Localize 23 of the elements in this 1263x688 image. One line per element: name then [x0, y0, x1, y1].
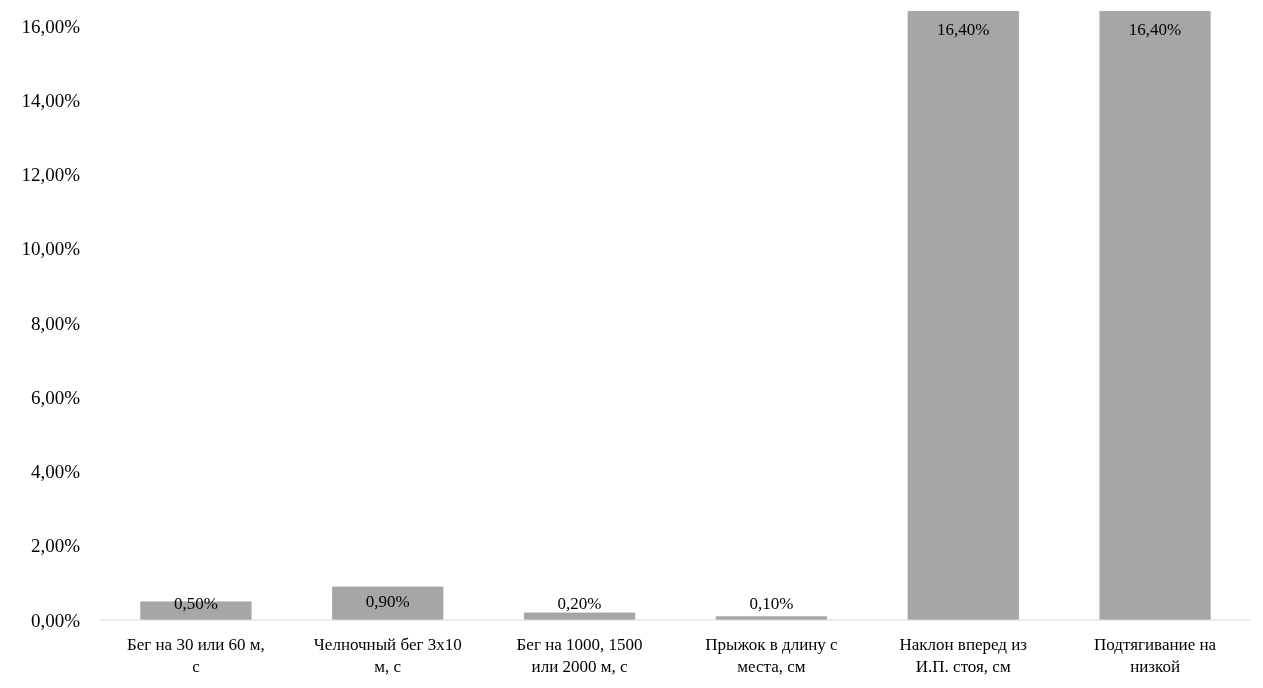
- y-tick-label: 2,00%: [30, 535, 81, 557]
- data-label: 0,10%: [749, 594, 794, 613]
- y-tick-label: 12,00%: [21, 164, 81, 186]
- data-label: 0,20%: [557, 594, 602, 613]
- x-tick-label: Бег на 1000, 1500 или 2000 м, с: [516, 635, 643, 676]
- y-tick-label: 0,00%: [30, 609, 81, 631]
- x-tick-label: Наклон вперед из И.П. стоя, см: [899, 635, 1028, 676]
- y-tick-label: 6,00%: [30, 386, 81, 408]
- x-tick-label: Прыжок в длину с места, см: [705, 635, 839, 676]
- data-label: 16,40%: [1128, 20, 1182, 39]
- y-tick-label: 14,00%: [21, 89, 81, 111]
- x-tick-label: Бег на 30 или 60 м, с: [126, 635, 265, 676]
- x-tick-label: Подтягивание на низкой: [1094, 635, 1217, 676]
- data-label: 16,40%: [937, 20, 990, 39]
- data-label: 0,90%: [365, 591, 410, 611]
- y-tick-label: 8,00%: [30, 312, 81, 334]
- bar: [907, 11, 1019, 620]
- y-tick-label: 4,00%: [30, 461, 81, 483]
- x-tick-label: Челночный бег 3х10 м, с: [313, 635, 462, 676]
- data-label: 0,50%: [173, 594, 218, 613]
- bar: [1099, 11, 1211, 620]
- y-tick-label: 10,00%: [21, 238, 81, 260]
- y-tick-label: 16,00%: [21, 15, 81, 37]
